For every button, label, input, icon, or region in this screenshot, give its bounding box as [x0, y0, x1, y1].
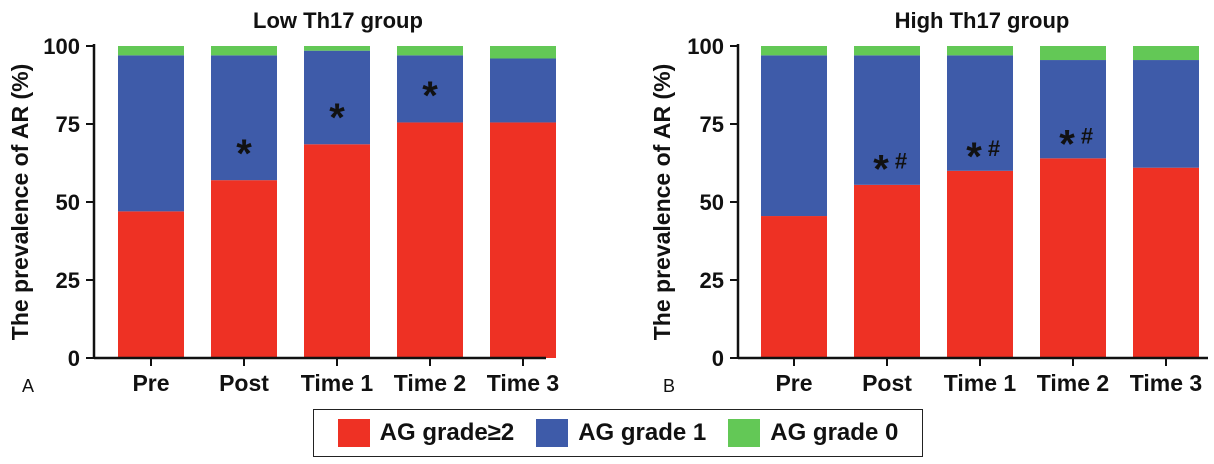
legend-item-grade1: AG grade 1: [536, 419, 706, 447]
y-tick-label-0-1: 25: [56, 268, 80, 293]
bar-segment-0-0-2: [118, 46, 184, 56]
x-tick-label-0-0: Pre: [132, 370, 169, 396]
legend-swatch-grade2: [337, 419, 370, 447]
y-tick-label-1-4: 100: [687, 34, 724, 59]
x-tick-label-0-3: Time 2: [394, 370, 466, 396]
x-tick-label-1-3: Time 2: [1037, 370, 1109, 396]
legend-label-grade0: AG grade 0: [770, 419, 899, 446]
bar-segment-0-2-0: [304, 144, 370, 358]
bar-segment-0-3-0: [397, 122, 463, 358]
panel-letter-b: B: [663, 376, 676, 396]
annotation-star-1-0: *: [873, 148, 889, 192]
bar-segment-0-2-1: [304, 50, 370, 145]
legend-item-grade2: AG grade≥2: [337, 419, 515, 447]
bar-segment-0-0-0: [118, 211, 184, 358]
bar-segment-1-0-2: [761, 46, 827, 56]
y-axis-label-0: The prevalence of AR (%): [7, 64, 33, 340]
bar-segment-1-4-0: [1133, 167, 1199, 358]
y-tick-label-0-0: 0: [68, 346, 80, 371]
bar-segment-1-1-0: [854, 184, 920, 358]
x-tick-label-0-2: Time 1: [301, 370, 374, 396]
bar-segment-1-4-2: [1133, 46, 1199, 61]
bar-segment-1-3-1: [1040, 60, 1106, 159]
legend-swatch-grade1: [536, 419, 569, 447]
y-tick-label-0-3: 75: [56, 112, 80, 137]
x-tick-label-0-4: Time 3: [487, 370, 559, 396]
annotation-hash-1-1: #: [988, 136, 1000, 161]
y-tick-label-1-0: 0: [712, 346, 724, 371]
bar-segment-1-0-0: [761, 216, 827, 358]
x-tick-label-0-1: Post: [219, 370, 269, 396]
x-tick-label-1-1: Post: [862, 370, 912, 396]
annotation-star-0-2: *: [422, 74, 438, 118]
chart-title-0: Low Th17 group: [253, 8, 423, 33]
annotation-hash-1-2: #: [1081, 124, 1093, 149]
bar-segment-0-1-0: [211, 180, 277, 358]
panel-letter-a: A: [22, 376, 35, 396]
bar-segment-0-3-1: [397, 55, 463, 123]
bar-segment-0-4-1: [490, 58, 556, 123]
bar-segment-0-1-1: [211, 55, 277, 181]
bar-segment-0-4-2: [490, 46, 556, 59]
bar-segment-0-3-2: [397, 46, 463, 56]
bar-segment-1-2-0: [947, 170, 1013, 358]
x-tick-label-1-4: Time 3: [1130, 370, 1202, 396]
bar-segment-0-2-2: [304, 46, 370, 51]
annotation-star-1-2: *: [1059, 123, 1075, 167]
bar-segment-0-1-2: [211, 46, 277, 56]
bar-segment-1-2-2: [947, 46, 1013, 56]
chart-title-1: High Th17 group: [895, 8, 1070, 33]
bar-segment-1-0-1: [761, 55, 827, 217]
annotation-star-1-1: *: [966, 135, 982, 179]
bar-segment-1-1-1: [854, 55, 920, 185]
x-tick-label-1-0: Pre: [775, 370, 812, 396]
legend-label-grade1: AG grade 1: [578, 419, 707, 446]
bar-segment-1-3-2: [1040, 46, 1106, 61]
y-tick-label-1-2: 50: [700, 190, 724, 215]
annotation-hash-1-0: #: [895, 149, 907, 174]
bar-segment-1-1-2: [854, 46, 920, 56]
x-tick-label-1-2: Time 1: [944, 370, 1017, 396]
legend-label-grade2: AG grade≥2: [379, 419, 515, 446]
y-tick-label-0-4: 100: [43, 34, 80, 59]
y-tick-label-1-1: 25: [700, 268, 724, 293]
legend: AG grade≥2 AG grade 1 AG grade 0: [313, 409, 923, 457]
bar-segment-0-0-1: [118, 55, 184, 212]
bar-segment-1-2-1: [947, 55, 1013, 171]
bar-segment-1-4-1: [1133, 60, 1199, 168]
bar-segment-1-3-0: [1040, 158, 1106, 358]
bar-segment-0-4-0: [490, 122, 556, 358]
annotation-star-0-1: *: [329, 96, 345, 140]
legend-swatch-grade0: [728, 419, 761, 447]
y-tick-label-0-2: 50: [56, 190, 80, 215]
y-tick-label-1-3: 75: [700, 112, 724, 137]
legend-item-grade0: AG grade 0: [728, 419, 898, 447]
charts-svg: Low Th17 group The prevalence of AR (%) Pr…: [7, 8, 1208, 396]
y-axis-label-1: The prevalence of AR (%): [649, 64, 675, 340]
annotation-star-0-0: *: [236, 132, 252, 176]
